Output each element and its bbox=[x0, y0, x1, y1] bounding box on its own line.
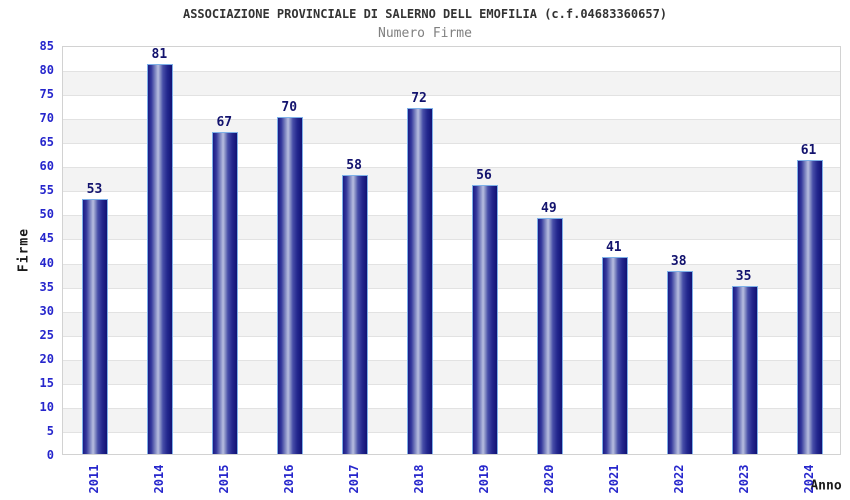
gridline bbox=[63, 95, 840, 97]
bar-value-label: 70 bbox=[281, 100, 298, 116]
y-tick-label: 75 bbox=[39, 87, 54, 102]
bar bbox=[147, 64, 174, 454]
y-tick-label: 65 bbox=[39, 135, 54, 150]
bar bbox=[796, 160, 823, 454]
grid-band bbox=[63, 119, 840, 144]
gridline bbox=[63, 263, 840, 265]
gridline bbox=[63, 407, 840, 409]
chart-subtitle: Numero Firme bbox=[378, 26, 472, 41]
bar-value-label: 67 bbox=[216, 114, 233, 130]
x-tick-label: 2011 bbox=[87, 464, 102, 494]
x-tick-label: 2022 bbox=[671, 464, 686, 494]
x-tick-label: 2014 bbox=[152, 464, 167, 494]
y-tick-label: 20 bbox=[39, 351, 54, 366]
bar-value-label: 61 bbox=[800, 143, 817, 159]
y-tick-label: 40 bbox=[39, 255, 54, 270]
y-tick-label: 10 bbox=[39, 399, 54, 414]
gridline bbox=[63, 287, 840, 289]
y-tick-label: 25 bbox=[39, 327, 54, 342]
y-tick-label: 30 bbox=[39, 303, 54, 318]
x-tick-label: 2024 bbox=[801, 464, 816, 494]
gridline bbox=[63, 335, 840, 337]
gridline bbox=[63, 383, 840, 385]
bar-value-label: 81 bbox=[151, 47, 168, 63]
y-tick-label: 60 bbox=[39, 159, 54, 174]
grid-band bbox=[63, 263, 840, 288]
x-axis-title: Anno bbox=[810, 478, 842, 494]
bar bbox=[407, 107, 434, 454]
y-tick-label: 35 bbox=[39, 279, 54, 294]
bar bbox=[277, 117, 304, 454]
bar-value-label: 53 bbox=[86, 181, 103, 197]
bar-value-label: 72 bbox=[411, 90, 427, 106]
bar bbox=[536, 218, 563, 454]
y-tick-label: 15 bbox=[39, 375, 54, 390]
gridline bbox=[63, 431, 840, 433]
gridline bbox=[63, 191, 840, 193]
gridline bbox=[63, 239, 840, 241]
x-tick-label: 2021 bbox=[606, 464, 621, 494]
bar-value-label: 38 bbox=[670, 254, 687, 270]
x-tick-label: 2018 bbox=[412, 464, 427, 494]
y-tick-label: 5 bbox=[46, 423, 54, 438]
grid-band bbox=[63, 71, 840, 96]
gridline bbox=[63, 215, 840, 217]
gridline bbox=[63, 311, 840, 313]
gridline bbox=[63, 143, 840, 145]
y-tick-label: 70 bbox=[39, 111, 54, 126]
y-tick-label: 50 bbox=[39, 207, 54, 222]
bar-value-label: 41 bbox=[605, 239, 622, 255]
bar-value-label: 58 bbox=[346, 157, 362, 173]
bar-value-label: 49 bbox=[541, 201, 557, 217]
chart-title: ASSOCIAZIONE PROVINCIALE DI SALERNO DELL… bbox=[182, 7, 668, 21]
grid-band bbox=[63, 215, 840, 240]
y-tick-label: 85 bbox=[39, 39, 54, 53]
grid-band bbox=[63, 167, 840, 192]
bar-value-label: 56 bbox=[476, 167, 492, 183]
x-tick-label: 2015 bbox=[217, 464, 232, 494]
grid-band bbox=[63, 311, 840, 336]
gridline bbox=[63, 119, 840, 121]
plot-area bbox=[62, 46, 841, 455]
y-tick-label: 45 bbox=[39, 231, 54, 246]
bar bbox=[82, 198, 109, 454]
x-tick-label: 2017 bbox=[347, 464, 362, 494]
gridline bbox=[63, 167, 840, 169]
bar bbox=[471, 184, 498, 454]
x-tick-label: 2023 bbox=[736, 464, 751, 494]
grid-band bbox=[63, 359, 840, 384]
bar bbox=[601, 256, 628, 454]
y-tick-label: 0 bbox=[46, 448, 54, 462]
bar bbox=[342, 174, 369, 454]
grid-band bbox=[63, 407, 840, 432]
y-tick-label: 80 bbox=[39, 63, 54, 78]
gridline bbox=[63, 359, 840, 361]
bar bbox=[731, 285, 758, 454]
x-tick-label: 2019 bbox=[476, 464, 491, 494]
x-tick-label: 2020 bbox=[541, 464, 556, 494]
y-tick-label: 55 bbox=[39, 183, 54, 198]
bar bbox=[212, 131, 239, 454]
bar bbox=[666, 271, 693, 454]
gridline bbox=[63, 71, 840, 73]
x-tick-label: 2016 bbox=[282, 464, 297, 494]
bar-value-label: 35 bbox=[735, 268, 752, 284]
